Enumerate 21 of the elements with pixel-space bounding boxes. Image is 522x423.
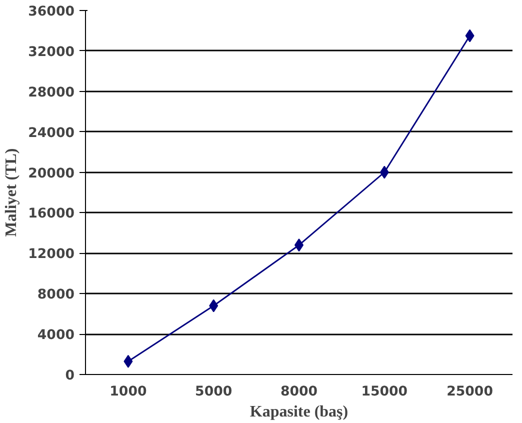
x-tick-label: 25000 bbox=[446, 384, 493, 400]
y-tick-label: 12000 bbox=[28, 247, 75, 262]
x-tick-label: 15000 bbox=[361, 384, 408, 400]
x-tick-label: 8000 bbox=[280, 384, 318, 400]
x-tick-label: 1000 bbox=[110, 384, 147, 400]
y-tick-label: 20000 bbox=[28, 166, 75, 182]
point bbox=[465, 29, 474, 42]
point bbox=[380, 166, 389, 179]
y-axis-title: Maliyet (TL) bbox=[3, 148, 20, 237]
y-tick-label: 8000 bbox=[37, 288, 75, 303]
x-axis-title: Kapasite (baş) bbox=[250, 404, 348, 420]
y-tick-label: 24000 bbox=[28, 126, 75, 141]
y-tick-label: 16000 bbox=[28, 206, 75, 222]
y-tick-label: 28000 bbox=[28, 85, 75, 100]
y-tick-label: 0 bbox=[65, 368, 75, 384]
y-tick-label: 36000 bbox=[28, 4, 75, 20]
point bbox=[124, 354, 133, 368]
y-tick-label: 32000 bbox=[28, 44, 75, 60]
y-tick-label: 4000 bbox=[37, 328, 75, 344]
x-tick-label: 5000 bbox=[195, 384, 232, 400]
point bbox=[209, 299, 218, 312]
